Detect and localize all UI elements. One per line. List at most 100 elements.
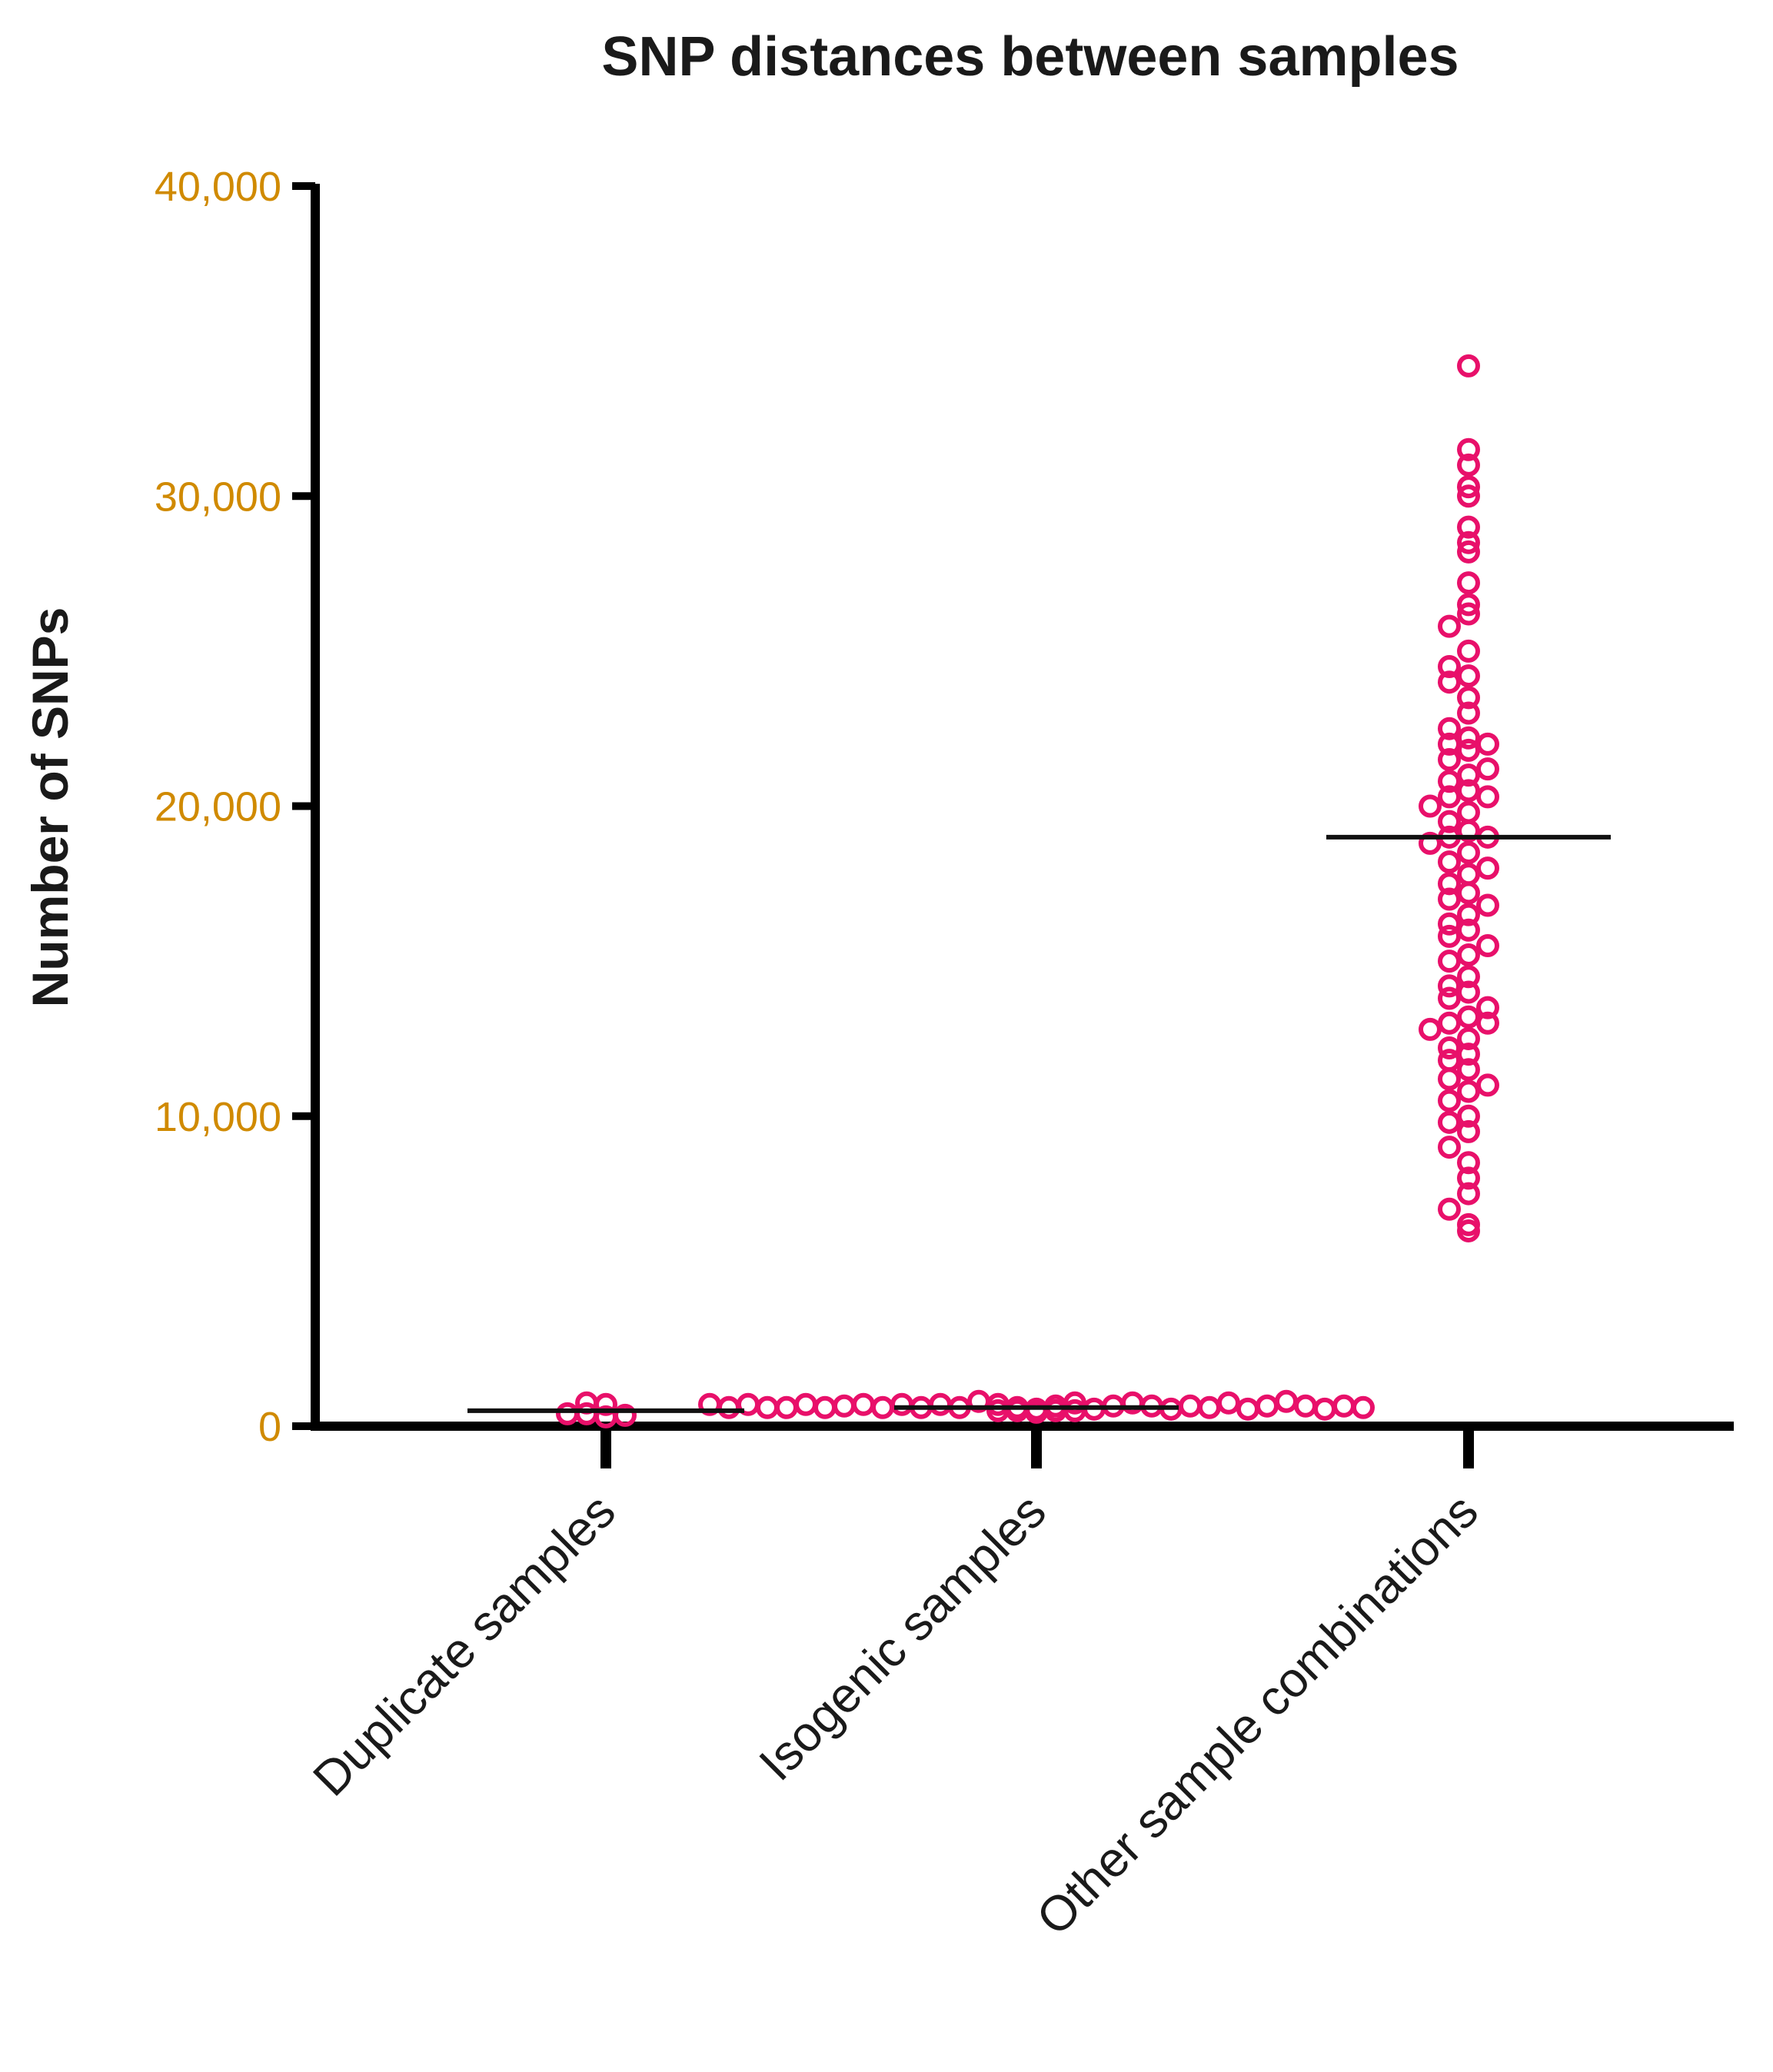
data-point [1313, 1397, 1336, 1421]
data-point [1457, 726, 1480, 750]
data-point [1457, 484, 1480, 508]
y-tick-label: 30,000 [155, 474, 281, 520]
data-point [1457, 1079, 1480, 1103]
data-point [1438, 986, 1461, 1010]
chart-title: SNP distances between samples [601, 26, 1459, 88]
data-point [1457, 943, 1480, 967]
data-point [1457, 763, 1480, 787]
data-point [1457, 779, 1480, 803]
data-point [871, 1395, 894, 1419]
data-point [1419, 1017, 1442, 1041]
data-point [794, 1392, 817, 1416]
data-point [1457, 738, 1480, 762]
data-point [1457, 475, 1480, 499]
data-point [1438, 887, 1461, 911]
data-point [1438, 1036, 1461, 1060]
data-point [1476, 996, 1499, 1019]
data-point [1476, 1073, 1499, 1097]
data-point [890, 1392, 913, 1416]
data-point [556, 1402, 579, 1425]
data-point [1476, 856, 1499, 880]
data-point [1438, 732, 1461, 756]
data-point [1457, 881, 1480, 905]
data-point [1457, 639, 1480, 663]
data-point [1419, 794, 1442, 818]
data-point [1457, 980, 1480, 1004]
data-point [1457, 701, 1480, 725]
data-point [1419, 831, 1442, 855]
data-point [967, 1389, 990, 1413]
data-point [1457, 903, 1480, 926]
data-point [1457, 354, 1480, 377]
data-point [813, 1395, 837, 1419]
data-point [1438, 770, 1461, 793]
data-point [1457, 515, 1480, 539]
data-point [1438, 748, 1461, 772]
x-tick-label: Isogenic samples [748, 1483, 1056, 1791]
y-tick-label: 40,000 [155, 164, 281, 210]
data-point [986, 1399, 1010, 1422]
data-point [1457, 593, 1480, 617]
median-lines [467, 834, 1611, 1413]
data-point [1438, 655, 1461, 679]
data-point [1217, 1391, 1240, 1415]
data-point [1438, 1110, 1461, 1134]
data-point [1457, 1043, 1480, 1066]
y-axis-title: Number of SNPs [22, 607, 78, 1008]
data-point [775, 1395, 798, 1419]
data-point [698, 1392, 721, 1416]
data-point [1438, 1049, 1461, 1073]
data-point [1352, 1395, 1375, 1419]
data-point [1457, 1182, 1480, 1206]
data-point [1438, 785, 1461, 809]
data-point [1438, 1136, 1461, 1159]
data-point [1438, 872, 1461, 896]
data-point [1457, 602, 1480, 626]
data-point [1457, 1104, 1480, 1128]
data-point [1438, 974, 1461, 998]
y-axis-ticks: 0 10,000 20,000 30,000 40,000 [155, 164, 315, 1450]
data-point [1438, 1197, 1461, 1221]
axes [311, 184, 1734, 1431]
data-point [1457, 819, 1480, 843]
data-point [929, 1392, 952, 1416]
y-tick-label: 0 [258, 1404, 281, 1450]
data-point [1457, 918, 1480, 942]
data-point [1457, 965, 1480, 989]
data-point [1457, 571, 1480, 595]
data-point [1476, 757, 1499, 781]
data-point [1438, 950, 1461, 973]
data-point [1438, 1089, 1461, 1112]
data-point [833, 1394, 856, 1418]
data-point [1457, 1166, 1480, 1190]
data-point [1294, 1394, 1317, 1418]
data-point [1063, 1399, 1086, 1422]
data-points [556, 354, 1499, 1428]
data-point [1332, 1394, 1356, 1418]
data-point [1457, 1219, 1480, 1242]
data-point [1179, 1394, 1202, 1418]
data-point [1476, 1011, 1499, 1035]
data-point [1476, 893, 1499, 917]
data-point [1198, 1395, 1221, 1419]
data-point [1457, 1026, 1480, 1050]
x-tick-label: Other sample combinations [1026, 1483, 1489, 1946]
data-point [1438, 912, 1461, 936]
y-tick-label: 20,000 [155, 784, 281, 830]
data-point [1476, 785, 1499, 809]
data-point [1438, 810, 1461, 833]
y-tick-label: 10,000 [155, 1094, 281, 1140]
data-point [1438, 614, 1461, 638]
data-point [1457, 437, 1480, 461]
data-point [1476, 933, 1499, 957]
data-point [1457, 540, 1480, 564]
data-point [1457, 1151, 1480, 1175]
data-point [1457, 1119, 1480, 1143]
data-point [1256, 1394, 1279, 1418]
data-point [1438, 1011, 1461, 1035]
data-point [1457, 863, 1480, 886]
data-point [1457, 453, 1480, 477]
data-point [1457, 1058, 1480, 1082]
